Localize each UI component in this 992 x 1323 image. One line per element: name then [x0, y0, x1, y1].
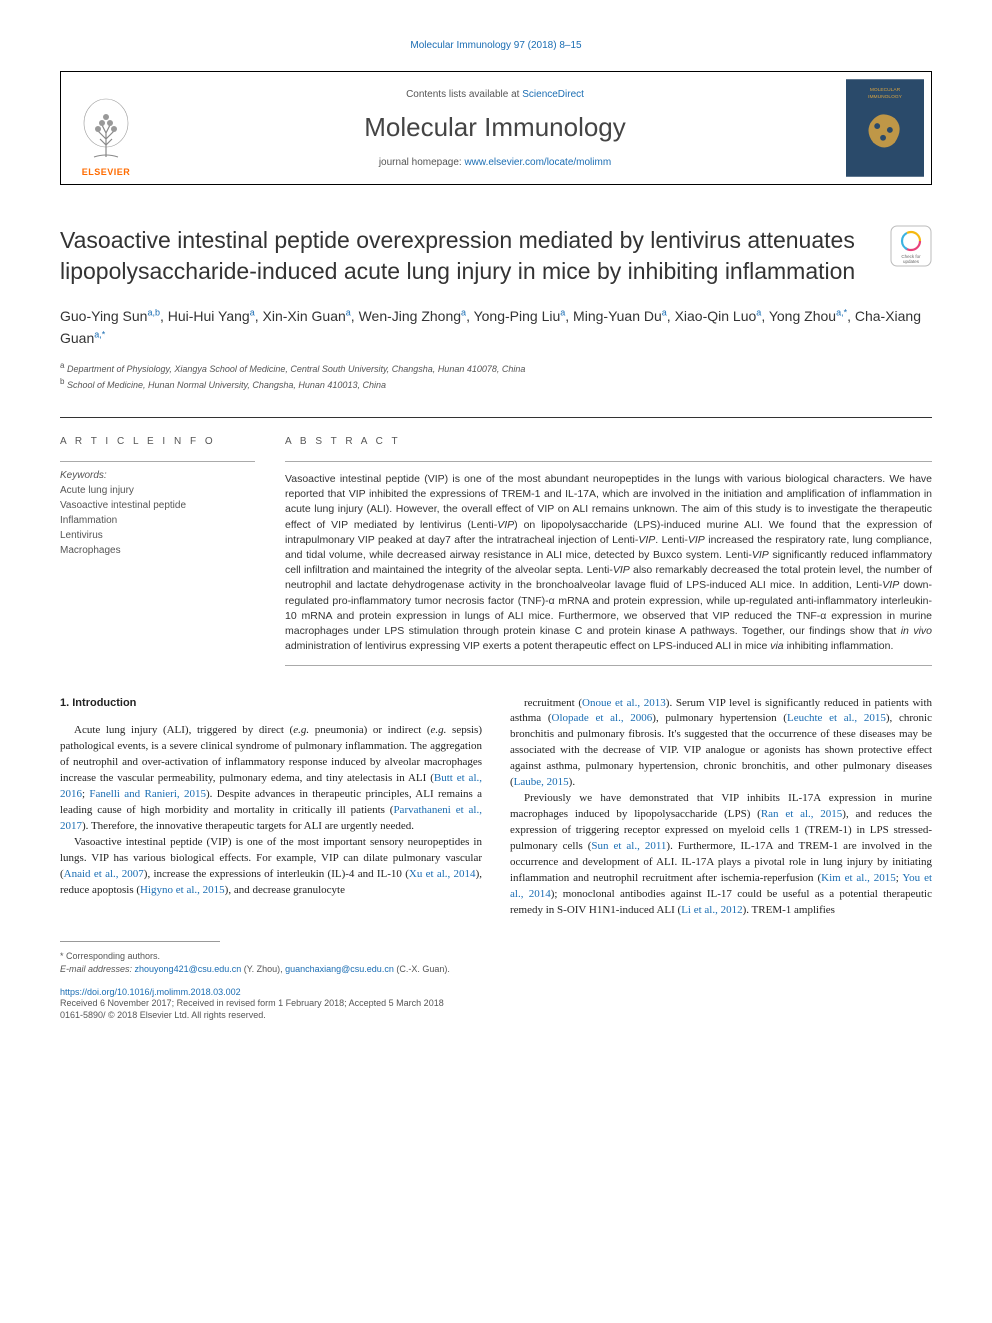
homepage-link[interactable]: www.elsevier.com/locate/molimm [464, 157, 611, 168]
keyword-item: Acute lung injury [60, 483, 255, 498]
body-paragraph: Vasoactive intestinal peptide (VIP) is o… [60, 835, 482, 899]
abstract-text: Vasoactive intestinal peptide (VIP) is o… [285, 461, 932, 666]
contents-prefix: Contents lists available at [406, 89, 522, 100]
journal-cover-thumb: MOLECULAR IMMUNOLOGY [845, 78, 925, 178]
article-info-header: A R T I C L E I N F O [60, 436, 255, 447]
keyword-item: Vasoactive intestinal peptide [60, 498, 255, 513]
svg-text:IMMUNOLOGY: IMMUNOLOGY [868, 94, 903, 100]
received-dates: Received 6 November 2017; Received in re… [60, 997, 932, 1010]
section-number: 1. [60, 697, 69, 709]
elsevier-tree-icon [76, 95, 136, 165]
contents-list-line: Contents lists available at ScienceDirec… [151, 89, 839, 100]
email-2[interactable]: guanchaxiang@csu.edu.cn [285, 964, 394, 974]
abstract-header: A B S T R A C T [285, 436, 932, 447]
copyright-line: 0161-5890/ © 2018 Elsevier Ltd. All righ… [60, 1009, 932, 1022]
citation-link[interactable]: Higyno et al., 2015 [140, 884, 225, 896]
citation-link[interactable]: Anaid et al., 2007 [64, 868, 144, 880]
email-1-name: (Y. Zhou), [241, 964, 285, 974]
cover-title-text: MOLECULAR [870, 87, 901, 93]
sciencedirect-link[interactable]: ScienceDirect [522, 89, 584, 100]
homepage-line: journal homepage: www.elsevier.com/locat… [151, 157, 839, 168]
article-info-column: A R T I C L E I N F O Keywords: Acute lu… [60, 436, 255, 666]
header-center: Contents lists available at ScienceDirec… [151, 77, 839, 180]
citation-link[interactable]: Leuchte et al., 2015 [787, 712, 886, 724]
email-2-name: (C.-X. Guan). [394, 964, 450, 974]
citation-link[interactable]: Sun et al., 2011 [591, 840, 666, 852]
body-paragraph: recruitment (Onoue et al., 2013). Serum … [510, 696, 932, 792]
citation-link[interactable]: Li et al., 2012 [681, 904, 742, 916]
doi-link[interactable]: https://doi.org/10.1016/j.molimm.2018.03… [60, 987, 932, 997]
citation-link[interactable]: Xu et al., 2014 [409, 868, 476, 880]
keywords-list: Acute lung injuryVasoactive intestinal p… [60, 483, 255, 558]
citation-link[interactable]: Kim et al., 2015 [821, 872, 896, 884]
section-title: Introduction [72, 697, 136, 709]
journal-header: ELSEVIER Contents lists available at Sci… [60, 71, 932, 185]
email-1[interactable]: zhouyong421@csu.edu.cn [135, 964, 242, 974]
citation-link[interactable]: Onoue et al., 2013 [582, 697, 666, 709]
title-row: Vasoactive intestinal peptide overexpres… [60, 225, 932, 287]
body-paragraph: Acute lung injury (ALI), triggered by di… [60, 723, 482, 835]
affiliations: a Department of Physiology, Xiangya Scho… [60, 360, 932, 393]
publisher-name: ELSEVIER [82, 167, 131, 177]
article-title: Vasoactive intestinal peptide overexpres… [60, 225, 890, 287]
keyword-item: Inflammation [60, 513, 255, 528]
footnote-separator [60, 941, 220, 942]
abstract-column: A B S T R A C T Vasoactive intestinal pe… [285, 436, 932, 666]
section-heading: 1. Introduction [60, 696, 482, 712]
keywords-label: Keywords: [60, 461, 255, 481]
body-column-left: 1. Introduction Acute lung injury (ALI),… [60, 696, 482, 919]
citation-link[interactable]: Parvathaneni et al., 2017 [60, 804, 482, 832]
info-abstract-row: A R T I C L E I N F O Keywords: Acute lu… [60, 417, 932, 666]
citation-link[interactable]: Fanelli and Ranieri, 2015 [89, 788, 206, 800]
authors-list: Guo-Ying Suna,b, Hui-Hui Yanga, Xin-Xin … [60, 305, 932, 350]
homepage-prefix: journal homepage: [379, 157, 465, 168]
keyword-item: Lentivirus [60, 528, 255, 543]
publisher-logo-area: ELSEVIER [61, 73, 151, 183]
citation-link[interactable]: Laube, 2015 [514, 776, 569, 788]
body-paragraph: Previously we have demonstrated that VIP… [510, 791, 932, 919]
crossmark-badge[interactable]: Check for updates [890, 225, 932, 267]
body-column-right: recruitment (Onoue et al., 2013). Serum … [510, 696, 932, 919]
citation-link[interactable]: Ran et al., 2015 [761, 808, 842, 820]
keyword-item: Macrophages [60, 543, 255, 558]
journal-name: Molecular Immunology [151, 112, 839, 143]
body-two-column: 1. Introduction Acute lung injury (ALI),… [60, 696, 932, 919]
citation-link[interactable]: Olopade et al., 2006 [552, 712, 653, 724]
email-line: E-mail addresses: zhouyong421@csu.edu.cn… [60, 963, 932, 977]
crossmark-label-bottom: updates [903, 259, 920, 264]
corresponding-note: * Corresponding authors. [60, 950, 932, 964]
top-citation: Molecular Immunology 97 (2018) 8–15 [60, 40, 932, 51]
email-label: E-mail addresses: [60, 964, 135, 974]
